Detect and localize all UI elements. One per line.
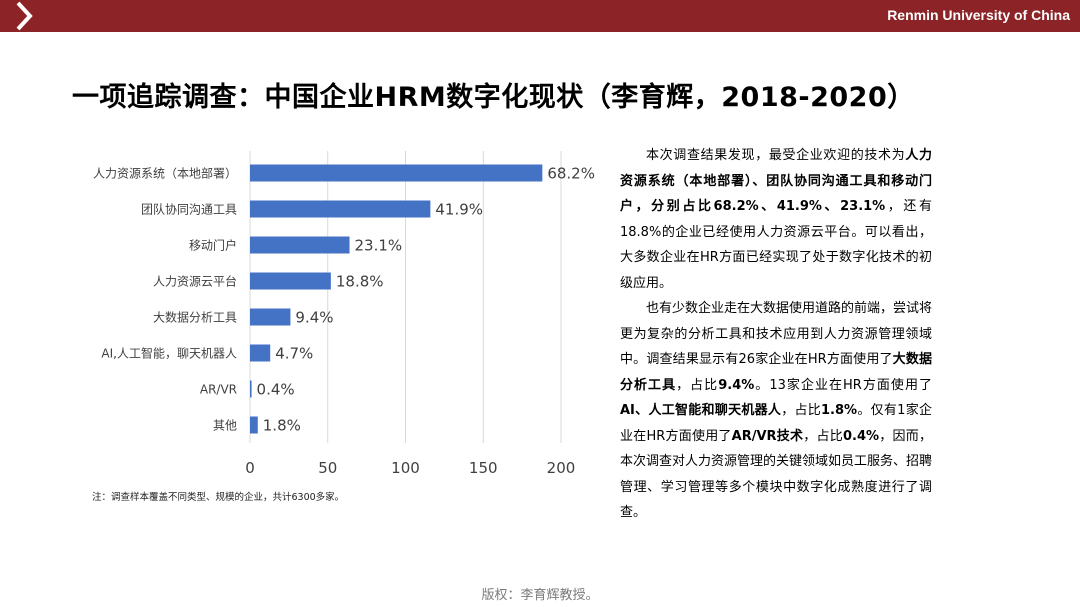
copyright: 版权：李育辉教授。 [481,588,599,603]
bar [250,164,543,182]
chart-note: 注：调查样本覆盖不同类型、规模的企业，共计6300多家。 [92,492,345,503]
bar [250,308,291,326]
data-label: 9.4% [295,309,333,327]
bar [250,380,252,398]
summary-text-run: 大数据分析工具 [620,352,932,393]
summary-text: 本次调查结果发现，最受企业欢迎的技术为人力资源系统（本地部署）、团队协同沟通工具… [620,143,932,526]
summary-text-run: 9.4% [718,377,755,393]
summary-paragraph-1: 本次调查结果发现，最受企业欢迎的技术为人力资源系统（本地部署）、团队协同沟通工具… [620,143,932,296]
page-title: 一项追踪调查：中国企业HRM数字化现状（李育辉，2018-2020） [72,82,915,113]
data-label: 0.4% [257,381,295,399]
category-label: 大数据分析工具 [153,310,237,325]
x-tick-label: 150 [469,459,498,477]
data-label: 4.7% [275,345,313,363]
bar-chart: 0 50 100 150 200 人力资源系统（本地部署） 68.2% 团队协同沟通工具 41.… [93,151,595,477]
x-tick-label: 100 [391,459,420,477]
summary-text-run: ，因而，本次调查对人力资源管理的关键领域如员工服务、招聘管理、学习管理等多个模块… [620,428,933,521]
summary-paragraph-2: 也有少数企业走在大数据使用道路的前端，尝试将更为复杂的分析工具和技术应用到人力资… [620,296,932,526]
category-label: 人力资源系统（本地部署） [93,166,237,181]
category-label: 移动门户 [189,238,237,253]
bar [250,416,258,434]
data-label: 41.9% [435,201,483,219]
summary-text-run: 。仅有1家企业在HR方面使用了 [620,403,932,444]
summary-text-run: ，占比 [781,403,822,418]
summary-text-run: AR/VR技术 [731,428,804,444]
x-tick-label: 0 [245,459,255,477]
summary-text-run: AI、人工智能和聊天机器人 [620,403,782,418]
x-tick-label: 200 [547,459,576,477]
data-label: 23.1% [355,237,403,255]
summary-text-run: 也有少数企业走在大数据使用道路的前端，尝试将更为复杂的分析工具和技术应用到人力资… [620,301,933,367]
x-tick-label: 50 [318,459,337,477]
summary-text-run: 本次调查结果发现，最受企业欢迎的技术为 [646,148,906,163]
summary-text-run: ，还有18.8%的企业已经使用人力资源云平台。可以看出，大多数企业在HR方面已经… [620,199,932,291]
category-label: 人力资源云平台 [153,274,237,289]
bar [250,272,331,290]
summary-text-run: ，占比 [803,428,843,444]
category-label: AR/VR [200,383,237,397]
summary-text-run: 1.8% [821,403,858,418]
data-label: 18.8% [336,273,384,291]
data-label: 68.2% [547,165,595,183]
summary-text-run: 0.4% [842,428,880,444]
data-label: 1.8% [263,417,301,435]
summary-text-run: ，占比 [676,377,719,393]
bar [250,200,431,218]
bar [250,236,350,254]
summary-text-run: 。13家企业在HR方面使用了 [754,377,932,393]
category-label: AI,人工智能，聊天机器人 [101,346,237,361]
bar [250,344,271,362]
category-label: 团队协同沟通工具 [141,202,237,217]
header-bar: Renmin University of China [0,0,1080,32]
category-label: 其他 [213,419,237,433]
summary-text-run: 人力资源系统（本地部署）、团队协同沟通工具和移动门户，分别占比68.2%、41.… [620,148,932,214]
chevron-right-icon [16,1,33,31]
university-name: Renmin University of China [887,7,1070,23]
